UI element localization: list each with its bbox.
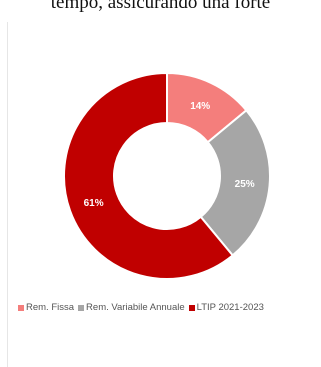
legend-label-ltip: LTIP 2021-2023 (196, 302, 264, 313)
legend-label-rem-fissa: Rem. Fissa (26, 302, 75, 313)
legend-item-rem-fissa: Rem. Fissa (18, 302, 74, 313)
donut-slices (63, 71, 271, 280)
legend-swatch-rem-variabile-annuale (78, 304, 85, 311)
slice-label-rem-variabile-annuale: 25% (235, 179, 255, 190)
legend-item-rem-variabile-annuale: Rem. Variabile Annuale (78, 302, 185, 313)
page-edge-line (7, 22, 8, 367)
slice-label-rem-fissa: 14% (190, 101, 210, 112)
donut-slice-rem-variabile-annuale (199, 108, 271, 257)
legend-swatch-ltip (188, 304, 195, 311)
donut-slice-ltip (63, 71, 235, 280)
slice-label-ltip: 61% (84, 198, 104, 209)
legend-label-rem-variabile-annuale: Rem. Variabile Annuale (86, 302, 185, 313)
chart-legend: Rem. Fissa Rem. Variabile Annuale LTIP 2… (18, 302, 321, 313)
legend-swatch-rem-fissa (18, 304, 24, 311)
donut-slice-labels: 14% 25% 61% (84, 101, 255, 209)
legend-item-ltip: LTIP 2021-2023 (188, 302, 264, 313)
paragraph-text-fragment: tempo, assicurando una forte (50, 0, 271, 13)
